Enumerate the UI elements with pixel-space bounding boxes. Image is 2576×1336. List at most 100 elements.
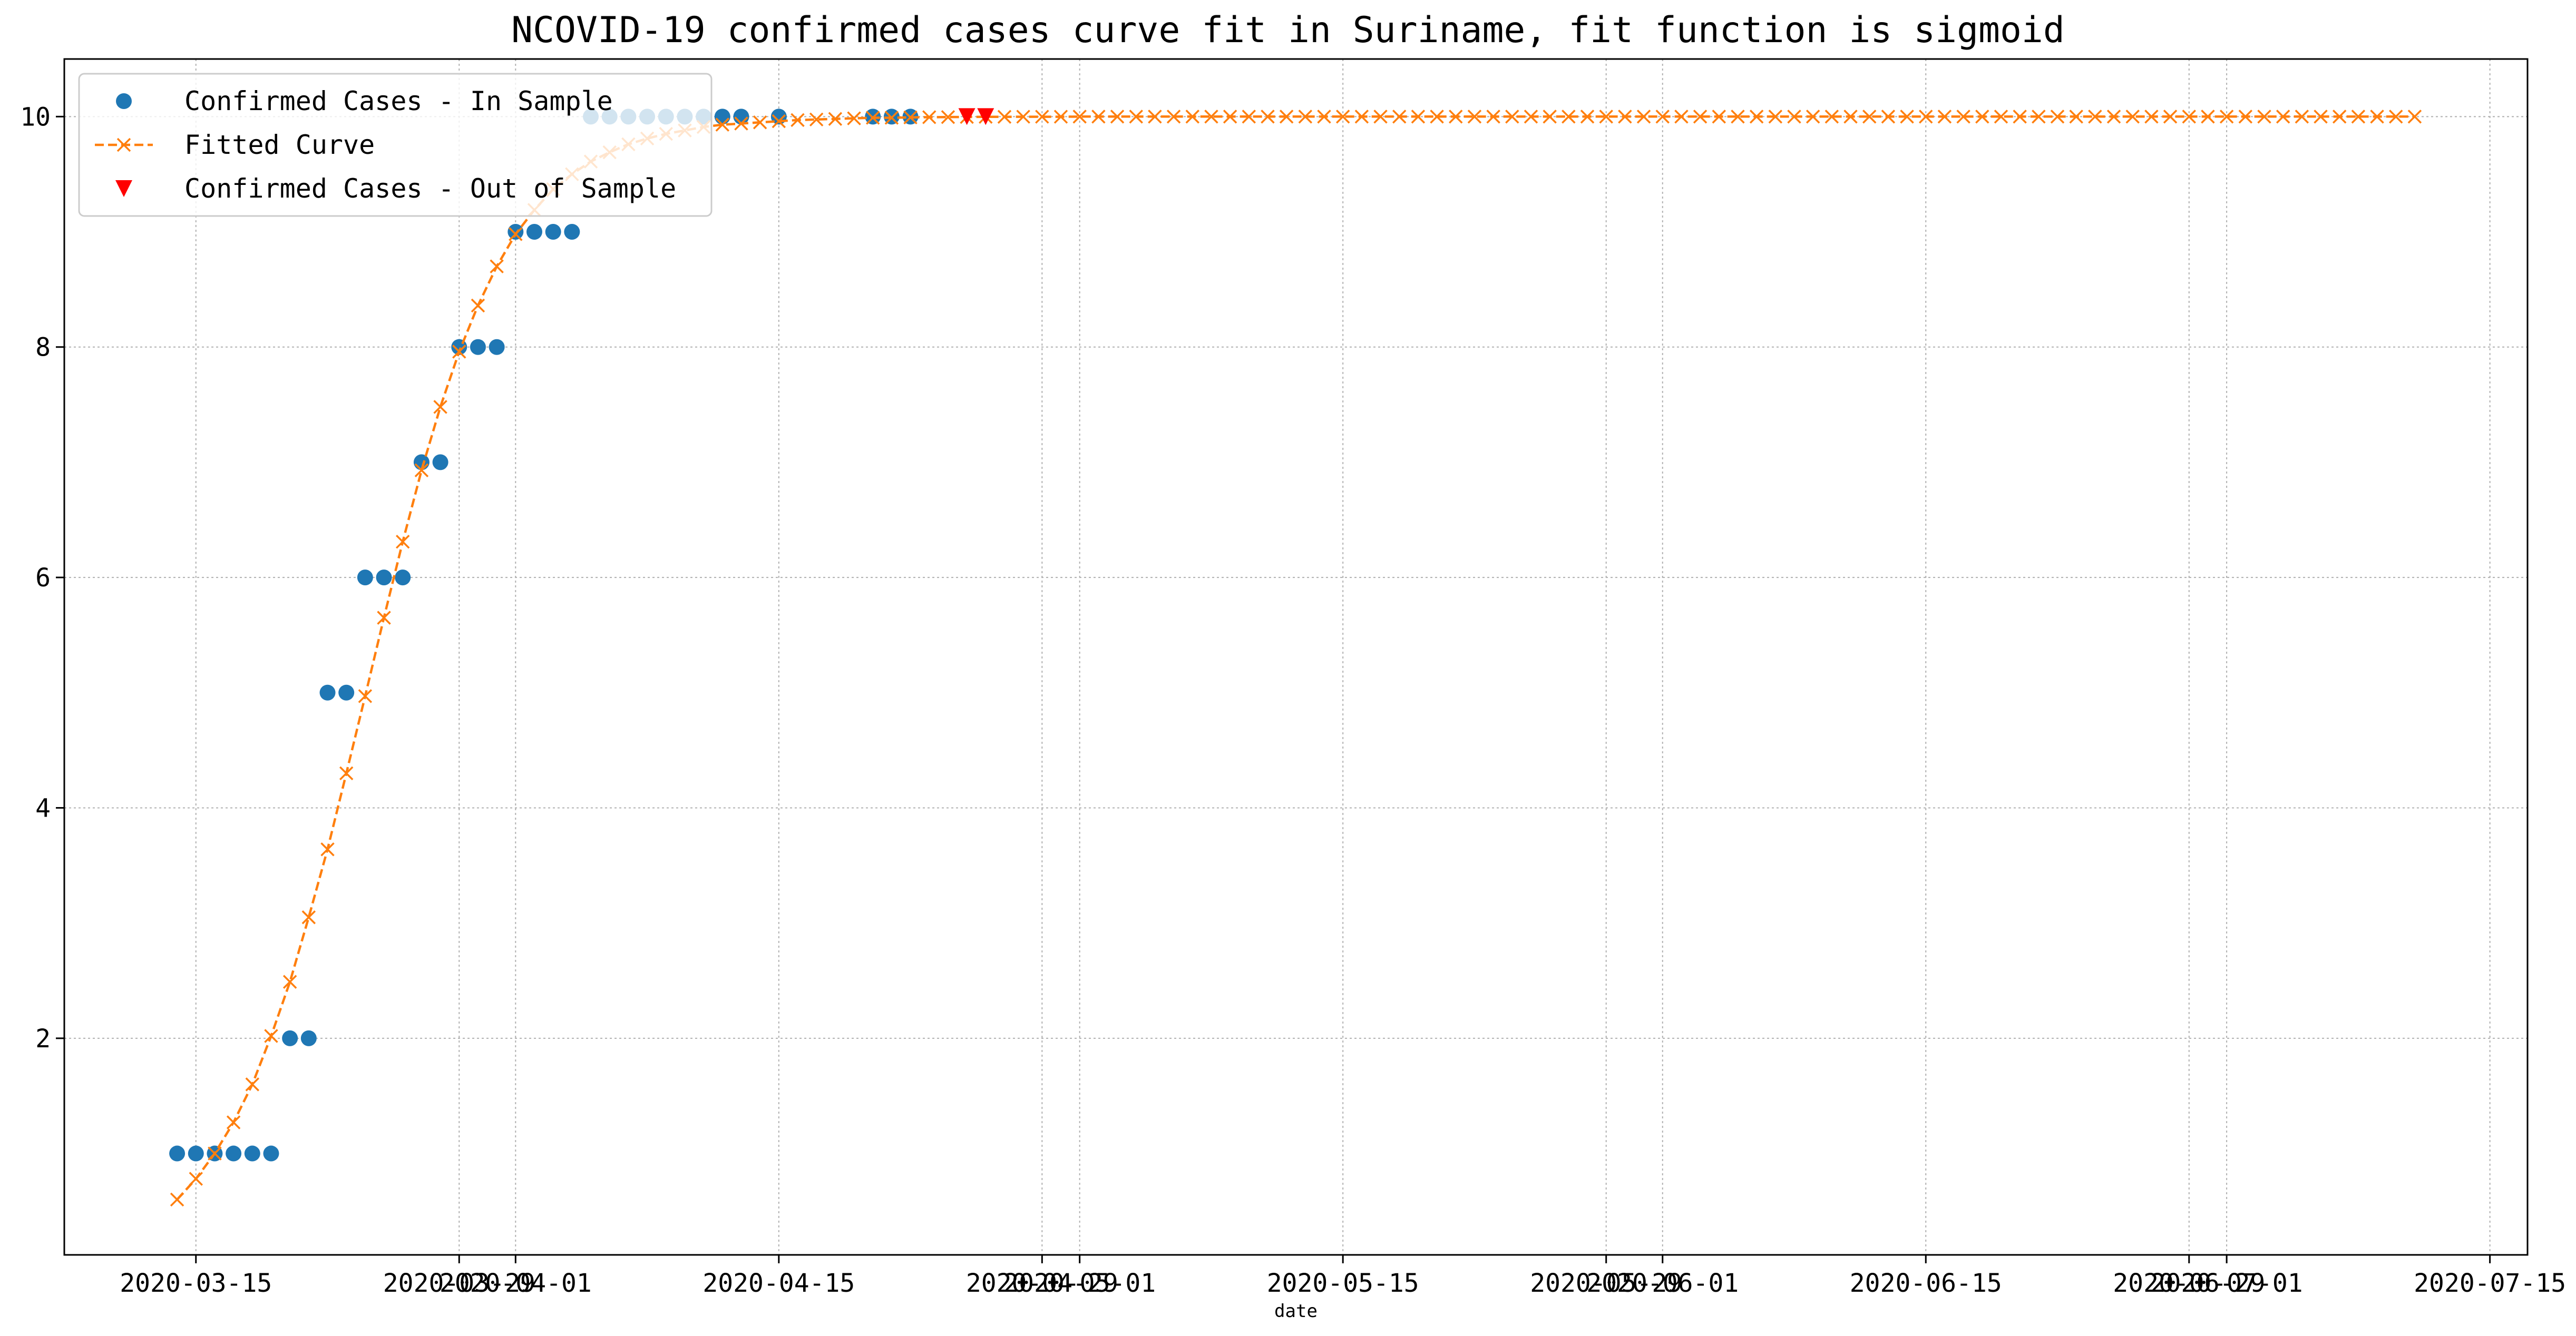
fitted-curve-point <box>1279 110 1294 124</box>
fitted-curve-point <box>1543 110 1557 124</box>
legend-label-out-of-sample: Confirmed Cases - Out of Sample <box>184 173 676 204</box>
x-tick-label: 2020-05-15 <box>1267 1269 1419 1298</box>
fitted-curve-point <box>208 1146 222 1161</box>
fitted-curve-point <box>490 259 504 273</box>
fitted-curve-point <box>1787 110 1801 124</box>
fitted-curve-point <box>2032 110 2046 124</box>
fitted-curve-point <box>1524 110 1538 124</box>
fitted-curve-point <box>1749 110 1764 124</box>
x-tick-label: 2020-03-15 <box>120 1269 272 1298</box>
in-sample-point <box>357 569 373 586</box>
fitted-curve-point <box>2182 110 2197 124</box>
fitted-curve-point <box>1035 110 1049 124</box>
fitted-curve-point <box>414 463 429 477</box>
fitted-curve-point <box>1843 110 1858 124</box>
fitted-curve-point <box>1580 110 1595 124</box>
fitted-curve-point <box>1185 110 1199 124</box>
in-sample-point <box>300 1030 317 1046</box>
fitted-curve-point <box>1486 110 1500 124</box>
in-sample-point <box>282 1030 298 1046</box>
fitted-curve-point <box>1824 110 1839 124</box>
x-tick-label: 2020-05-01 <box>1003 1269 1156 1298</box>
x-tick-label: 2020-07-15 <box>2414 1269 2566 1298</box>
fitted-curve-point <box>1505 110 1519 124</box>
in-sample-point <box>564 224 580 240</box>
legend-label-fitted: Fitted Curve <box>184 130 375 160</box>
fitted-curve-point <box>1110 110 1125 124</box>
x-axis-label: date <box>1274 1301 1318 1322</box>
fitted-curve-point <box>2407 110 2422 124</box>
y-tick-label: 4 <box>35 793 51 823</box>
chart-title: NCOVID-19 confirmed cases curve fit in S… <box>511 9 2065 51</box>
fitted-curve-point <box>1392 110 1407 124</box>
in-sample-point <box>489 339 505 355</box>
in-sample-point <box>470 339 486 355</box>
fitted-curve-point <box>1712 110 1726 124</box>
fitted-curve-point <box>1053 110 1068 124</box>
fitted-curve-point <box>2257 110 2271 124</box>
fitted-curve-point <box>170 1192 184 1207</box>
fitted-curve-point <box>189 1172 203 1186</box>
y-tick-label: 2 <box>35 1024 51 1054</box>
x-tick-label: 2020-04-15 <box>702 1269 855 1298</box>
fitted-curve-point <box>715 117 730 132</box>
fitted-curve-point <box>1467 110 1482 124</box>
fitted-curve-point <box>922 110 936 124</box>
fitted-curve-point <box>1599 110 1613 124</box>
in-sample-point <box>244 1145 260 1162</box>
fitted-curve-point <box>226 1115 241 1129</box>
fitted-curve-point <box>1693 110 1707 124</box>
fitted-curve-point <box>1223 110 1237 124</box>
fitted-curve-point <box>847 111 861 125</box>
fitted-curve-point <box>1900 110 1914 124</box>
fitted-curve-point <box>358 689 373 703</box>
in-sample-point <box>526 224 542 240</box>
fitted-curve-point <box>1317 110 1331 124</box>
x-tick-label: 2020-07-01 <box>2151 1269 2303 1298</box>
fitted-curve-point <box>1430 110 1444 124</box>
fitted-curve-point <box>1956 110 1970 124</box>
fitted-curve-point <box>1148 110 1162 124</box>
in-sample-point <box>263 1145 279 1162</box>
fitted-curve-point <box>2144 110 2159 124</box>
fitted-curve-point <box>753 115 767 130</box>
fitted-curve-point <box>1242 110 1256 124</box>
fitted-curve-point <box>2201 110 2215 124</box>
fitted-curve-point <box>2238 110 2253 124</box>
in-sample-point <box>432 454 448 470</box>
fitted-curve-point <box>1975 110 1989 124</box>
fitted-curve-point <box>1806 110 1820 124</box>
fitted-curve-point <box>1411 110 1426 124</box>
fitted-curve-point <box>1881 110 1896 124</box>
x-tick-label: 2020-04-29 <box>966 1269 1118 1298</box>
fitted-curve-point <box>865 111 880 125</box>
fitted-curve-point <box>1562 110 1576 124</box>
in-sample-point <box>545 224 561 240</box>
in-sample-point <box>188 1145 204 1162</box>
fitted-curve-point <box>1373 110 1388 124</box>
x-tick-label: 2020-04-01 <box>440 1269 592 1298</box>
fitted-curve-point <box>1449 110 1463 124</box>
in-sample-point <box>508 224 524 240</box>
fitted-curve-point <box>2088 110 2102 124</box>
plot-frame <box>63 58 2529 1256</box>
fitted-curve-point <box>245 1077 260 1092</box>
fitted-curve-point <box>2163 110 2178 124</box>
fitted-curve-point <box>1674 110 1689 124</box>
fitted-curve-point <box>2295 110 2309 124</box>
fitted-curve-point <box>1655 110 1670 124</box>
grid <box>64 59 2528 1255</box>
fitted-curve-point <box>377 611 391 625</box>
fitted-curve-point <box>2069 110 2083 124</box>
fitted-curve-point <box>1994 110 2008 124</box>
fitted-curve-point <box>1261 110 1275 124</box>
fitted-curve-point <box>734 116 748 131</box>
in-sample-point <box>169 1145 186 1162</box>
fitted-curve-point <box>1768 110 1783 124</box>
fitted-curve-point <box>2013 110 2027 124</box>
fitted-curve-point <box>471 298 485 313</box>
x-tick-label: 2020-06-15 <box>1850 1269 2002 1298</box>
